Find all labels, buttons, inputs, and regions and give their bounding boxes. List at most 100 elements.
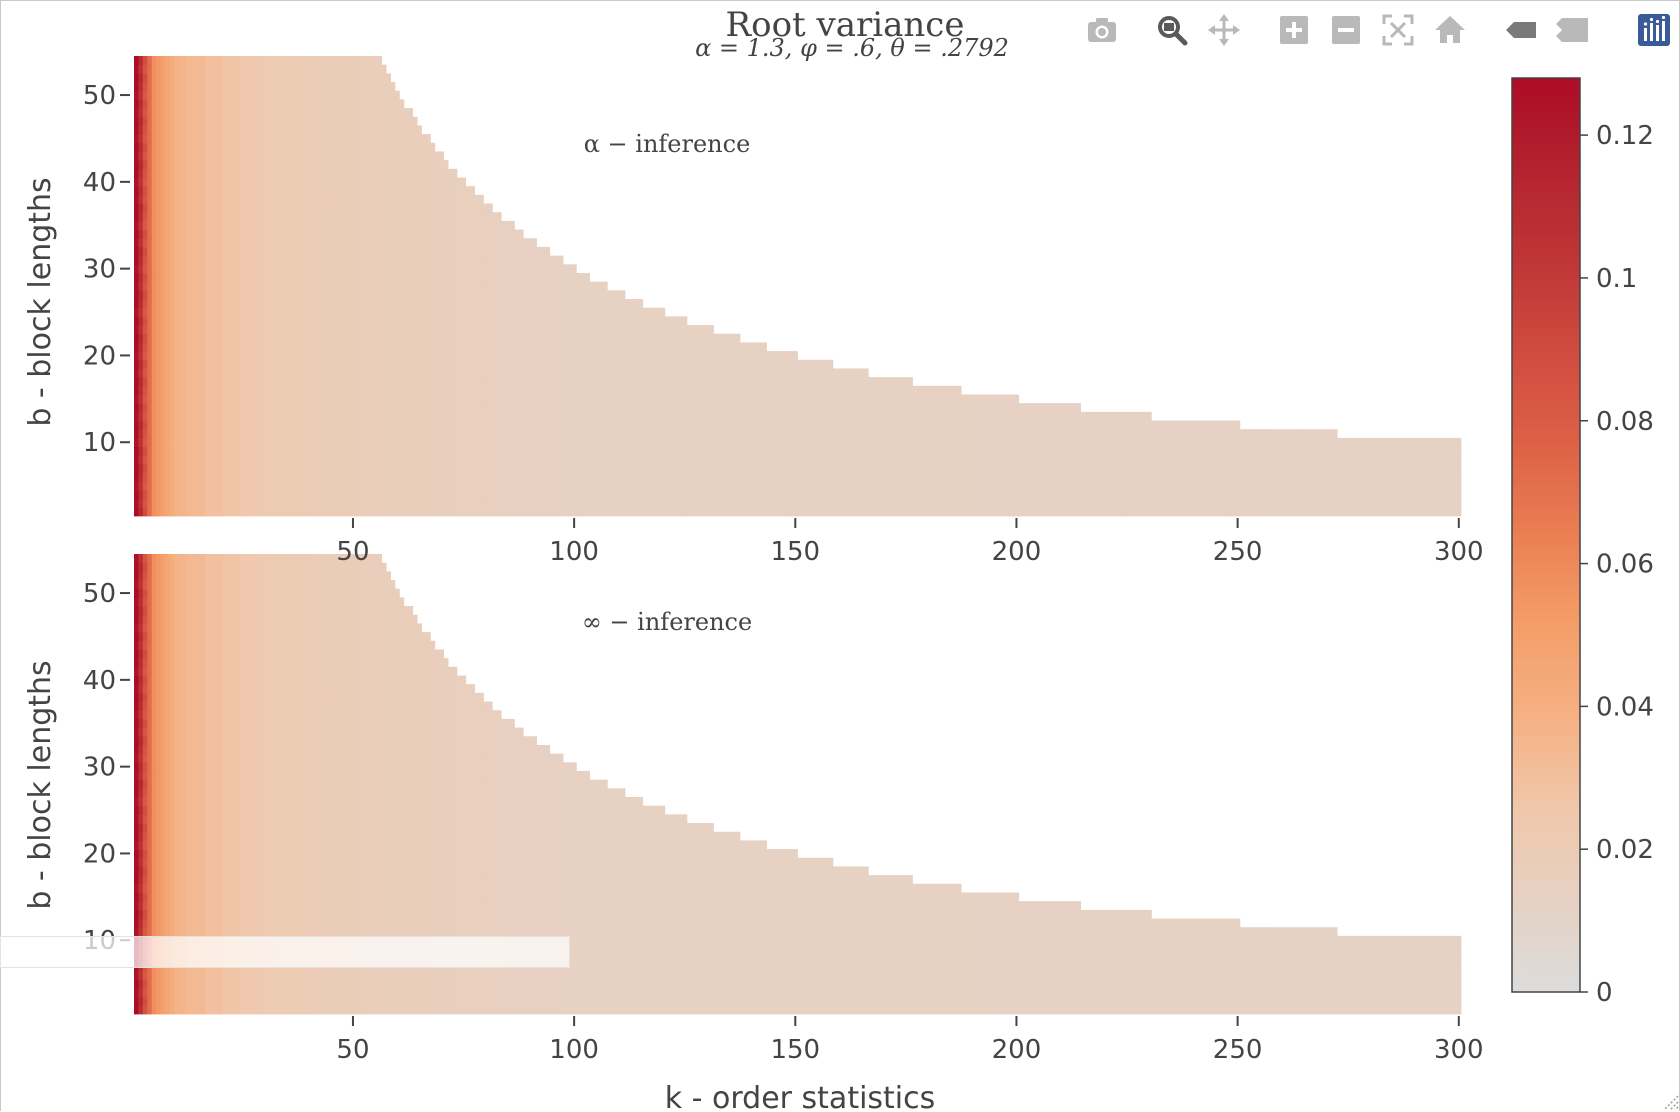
heatmap-cell (275, 194, 294, 204)
heatmap-cell (182, 151, 188, 161)
heatmap-cell (160, 238, 166, 248)
heatmap-cell (753, 481, 772, 491)
heatmap-cell (160, 1005, 166, 1015)
heatmap-cell (293, 299, 312, 309)
heatmap-cell (1195, 455, 1214, 465)
heatmap-cell (346, 481, 365, 491)
heatmap-cell (523, 463, 542, 473)
heatmap-cell (806, 368, 825, 378)
heatmap-cell (1407, 935, 1427, 945)
heatmap-cell (381, 99, 400, 109)
heatmap-cell (204, 918, 223, 928)
heatmap-cell (134, 290, 139, 300)
heatmap-cell (187, 194, 206, 204)
zoom-out-button[interactable] (1324, 8, 1368, 52)
heatmap-cell (364, 710, 383, 720)
spike-lines-button[interactable] (1498, 8, 1542, 52)
pan-button[interactable] (1202, 8, 1246, 52)
heatmap-cell (505, 779, 524, 789)
heatmap-cell (142, 507, 148, 517)
zoom-button[interactable] (1150, 8, 1194, 52)
heatmap-cell (452, 797, 471, 807)
heatmap-cell (169, 623, 175, 633)
heatmap-cell (182, 701, 188, 711)
heatmap-cell (138, 562, 144, 572)
heatmap-cell (682, 446, 701, 456)
heatmap-cell (647, 507, 666, 517)
heatmap-cell (983, 446, 1002, 456)
autoscale-button[interactable] (1376, 8, 1420, 52)
heatmap-cell (142, 281, 148, 291)
heatmap-cell (594, 446, 613, 456)
heatmap-cell (735, 961, 754, 971)
heatmap-cell (877, 927, 896, 937)
heatmap-cell (178, 979, 184, 989)
heatmap-cell (664, 866, 683, 876)
heatmap-cell (156, 979, 161, 989)
heatmap-cell (1160, 987, 1179, 998)
heatmap-cell (434, 307, 453, 317)
heatmap-cell (182, 377, 188, 387)
resize-handle-icon[interactable] (1656, 1088, 1680, 1112)
heatmap-cell (1142, 927, 1161, 937)
heatmap-cell (1071, 411, 1090, 421)
heatmap-cell (487, 797, 506, 807)
heatmap-cell (1354, 970, 1373, 980)
heatmap-cell (222, 554, 241, 564)
heatmap-cell (434, 918, 453, 928)
heatmap-cell (452, 498, 471, 508)
heatmap-cell (629, 953, 648, 963)
heatmap-cell (134, 481, 139, 491)
heatmap-panel-infinity[interactable] (134, 554, 1462, 1015)
heatmap-cell (346, 116, 365, 126)
heatmap-cell (381, 857, 400, 867)
reset-axes-button[interactable] (1428, 8, 1472, 52)
heatmap-cell (664, 970, 683, 980)
heatmap-cell (310, 597, 330, 607)
heatmap-cell (160, 64, 166, 74)
heatmap-cell (187, 987, 206, 998)
compare-hover-button[interactable] (1550, 8, 1594, 52)
heatmap-cell (147, 246, 153, 257)
heatmap-cell (859, 507, 878, 517)
heatmap-cell (204, 446, 223, 456)
heatmap-cell (540, 744, 551, 755)
plotly-logo-button[interactable] (1632, 8, 1676, 52)
heatmap-cell (983, 420, 1002, 430)
heatmap-cell (240, 744, 259, 755)
heatmap-cell (328, 996, 347, 1006)
heatmap-cell (328, 212, 347, 222)
heatmap-cell (540, 857, 560, 867)
heatmap-cell (735, 901, 754, 911)
heatmap-cell (664, 961, 683, 971)
heatmap-cell (142, 849, 148, 859)
heatmap-cell (173, 1005, 179, 1015)
heatmap-cell (178, 307, 184, 317)
heatmap-cell (859, 979, 878, 989)
heatmap-cell (310, 684, 330, 694)
heatmap-cell (160, 736, 166, 746)
heatmap-cell (930, 970, 949, 980)
heatmap-cell (1425, 437, 1444, 447)
zoom-in-button[interactable] (1272, 8, 1316, 52)
heatmap-cell (204, 909, 223, 919)
download-plot-button[interactable] (1080, 8, 1124, 52)
heatmap-panel-alpha[interactable] (134, 56, 1462, 517)
heatmap-cell (824, 909, 843, 919)
heatmap-cell (156, 108, 161, 118)
heatmap-cell (505, 429, 524, 439)
heatmap-cell (178, 701, 184, 711)
heatmap-cell (1319, 1005, 1338, 1015)
heatmap-cell (540, 359, 560, 369)
heatmap-cell (346, 588, 365, 598)
heatmap-cell (164, 892, 170, 902)
heatmap-cell (664, 1005, 683, 1015)
heatmap-cell (647, 814, 666, 824)
heatmap-cell (173, 489, 179, 500)
heatmap-cell (178, 420, 184, 430)
heatmap-cell (841, 1005, 860, 1015)
heatmap-cell (346, 901, 365, 911)
heatmap-cell (178, 394, 184, 404)
heatmap-cell (151, 394, 157, 404)
heatmap-cell (1195, 420, 1214, 430)
